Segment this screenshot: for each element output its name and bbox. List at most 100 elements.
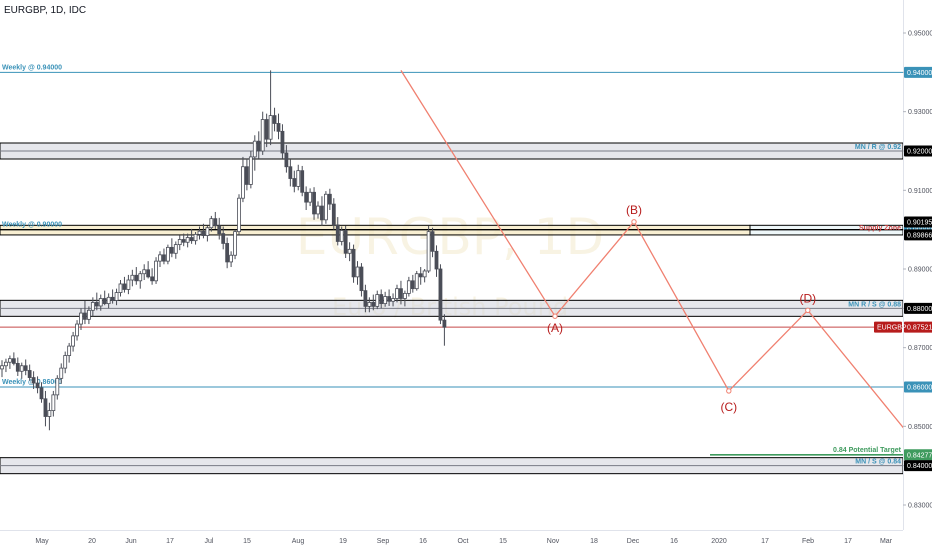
- candle-body: [434, 250, 439, 270]
- price-badge: [904, 460, 932, 472]
- candle-body: [94, 302, 99, 307]
- candle-body: [98, 298, 103, 307]
- wave-node: [805, 307, 811, 313]
- candle-body: [316, 205, 320, 215]
- candle-body: [165, 246, 170, 262]
- x-tick-label: 17: [844, 538, 852, 545]
- candle-body: [173, 244, 178, 254]
- candle-body: [233, 231, 237, 256]
- price-badge: [904, 216, 932, 228]
- wave-label: (B): [626, 203, 642, 217]
- candle-body: [87, 309, 91, 320]
- candle-body: [296, 170, 301, 187]
- candle-body: [339, 230, 344, 242]
- candle-body: [158, 254, 162, 262]
- candle-body: [59, 367, 64, 379]
- candle-body: [71, 335, 75, 347]
- candle-body: [237, 197, 241, 233]
- price-badge-label: 0.89866: [907, 232, 932, 239]
- y-tick-label: 0.89000: [908, 267, 932, 274]
- x-tick-label: 2020: [711, 538, 727, 545]
- y-tick-label: 0.83000: [908, 503, 932, 510]
- candle-body: [430, 231, 435, 252]
- candle-body: [130, 274, 135, 281]
- candle-body: [292, 178, 297, 187]
- candle-body: [193, 233, 198, 242]
- price-badge: [904, 229, 932, 241]
- candle-body: [331, 203, 336, 226]
- candle-body: [371, 302, 376, 307]
- candle-body: [118, 283, 123, 293]
- candle-body: [367, 302, 372, 307]
- candle-body: [391, 298, 395, 302]
- candle-body: [15, 362, 20, 372]
- candle-body: [185, 237, 190, 243]
- candle-body: [150, 276, 155, 282]
- candle-body: [102, 298, 107, 305]
- candle-body: [217, 225, 222, 235]
- candle-body: [83, 312, 87, 320]
- wave-label: (D): [799, 291, 816, 305]
- candle-body: [363, 290, 368, 307]
- candle-body: [39, 387, 44, 400]
- candle-body: [27, 370, 32, 378]
- candle-body: [395, 288, 399, 299]
- x-tick-label: 19: [339, 538, 347, 545]
- price-badge-label: 0.84277: [907, 452, 932, 459]
- candle-body: [252, 140, 257, 158]
- price-badge: [904, 321, 932, 333]
- candle-body: [284, 152, 289, 168]
- price-badge: [904, 66, 932, 78]
- candle-body: [11, 358, 16, 364]
- price-axis: 0.950000.940000.930000.920000.910000.900…: [874, 0, 932, 550]
- candle-body: [213, 218, 218, 227]
- candle-body: [422, 270, 427, 278]
- x-tick-label: Nov: [547, 538, 560, 545]
- candle-body: [379, 294, 384, 305]
- candle-body: [197, 230, 202, 235]
- candle-body: [134, 274, 139, 282]
- candle-body: [177, 239, 182, 246]
- candle-body: [276, 123, 281, 132]
- candle-body: [169, 246, 174, 254]
- price-badge-label: 0.86000: [907, 385, 932, 392]
- price-badge-label: 0.84000: [907, 463, 932, 470]
- candle-body: [63, 355, 68, 369]
- candle-body: [351, 248, 356, 278]
- wave-node: [726, 388, 732, 394]
- candle-body: [229, 254, 234, 263]
- candle-body: [272, 115, 277, 124]
- candle-body: [225, 243, 230, 263]
- candle-body: [399, 288, 403, 299]
- level-label: Weekly @ 0.94000: [2, 64, 62, 71]
- candle-body: [438, 268, 443, 321]
- candle-body: [375, 294, 380, 307]
- candle-body: [312, 191, 316, 215]
- x-tick-label: 15: [243, 538, 251, 545]
- wave-node: [552, 313, 558, 319]
- candle-body: [4, 361, 8, 367]
- x-tick-label: 17: [761, 538, 769, 545]
- candle-body: [418, 273, 423, 278]
- level-label: MN / R @ 0.92: [855, 144, 901, 151]
- candle-body: [181, 239, 186, 243]
- level-label: 0.84 Potential Target: [833, 447, 902, 454]
- candle-body: [406, 280, 411, 294]
- candle-body: [264, 119, 269, 140]
- x-tick-label: 20: [88, 538, 96, 545]
- candle-body: [35, 382, 40, 389]
- candle-body: [387, 296, 392, 302]
- x-tick-label: Jul: [205, 538, 214, 545]
- time-axis: May 20 Jun 17 Jul 15 Aug 19 Sep 16 Oct 15 Nov 18 Dec 16…: [0, 530, 903, 545]
- level-lines: Weekly @ 0.94000 MN / R @ 0.92 Weekly @ 0.…: [0, 64, 903, 467]
- level-label: MN R / S @ 0.88: [848, 301, 901, 308]
- candle-body: [308, 191, 313, 203]
- candle-body: [347, 248, 352, 254]
- candle-body: [442, 319, 447, 328]
- x-tick-label: Dec: [627, 538, 640, 545]
- candle-body: [55, 377, 60, 396]
- candle-body: [414, 273, 419, 290]
- x-tick-label: Oct: [458, 538, 469, 545]
